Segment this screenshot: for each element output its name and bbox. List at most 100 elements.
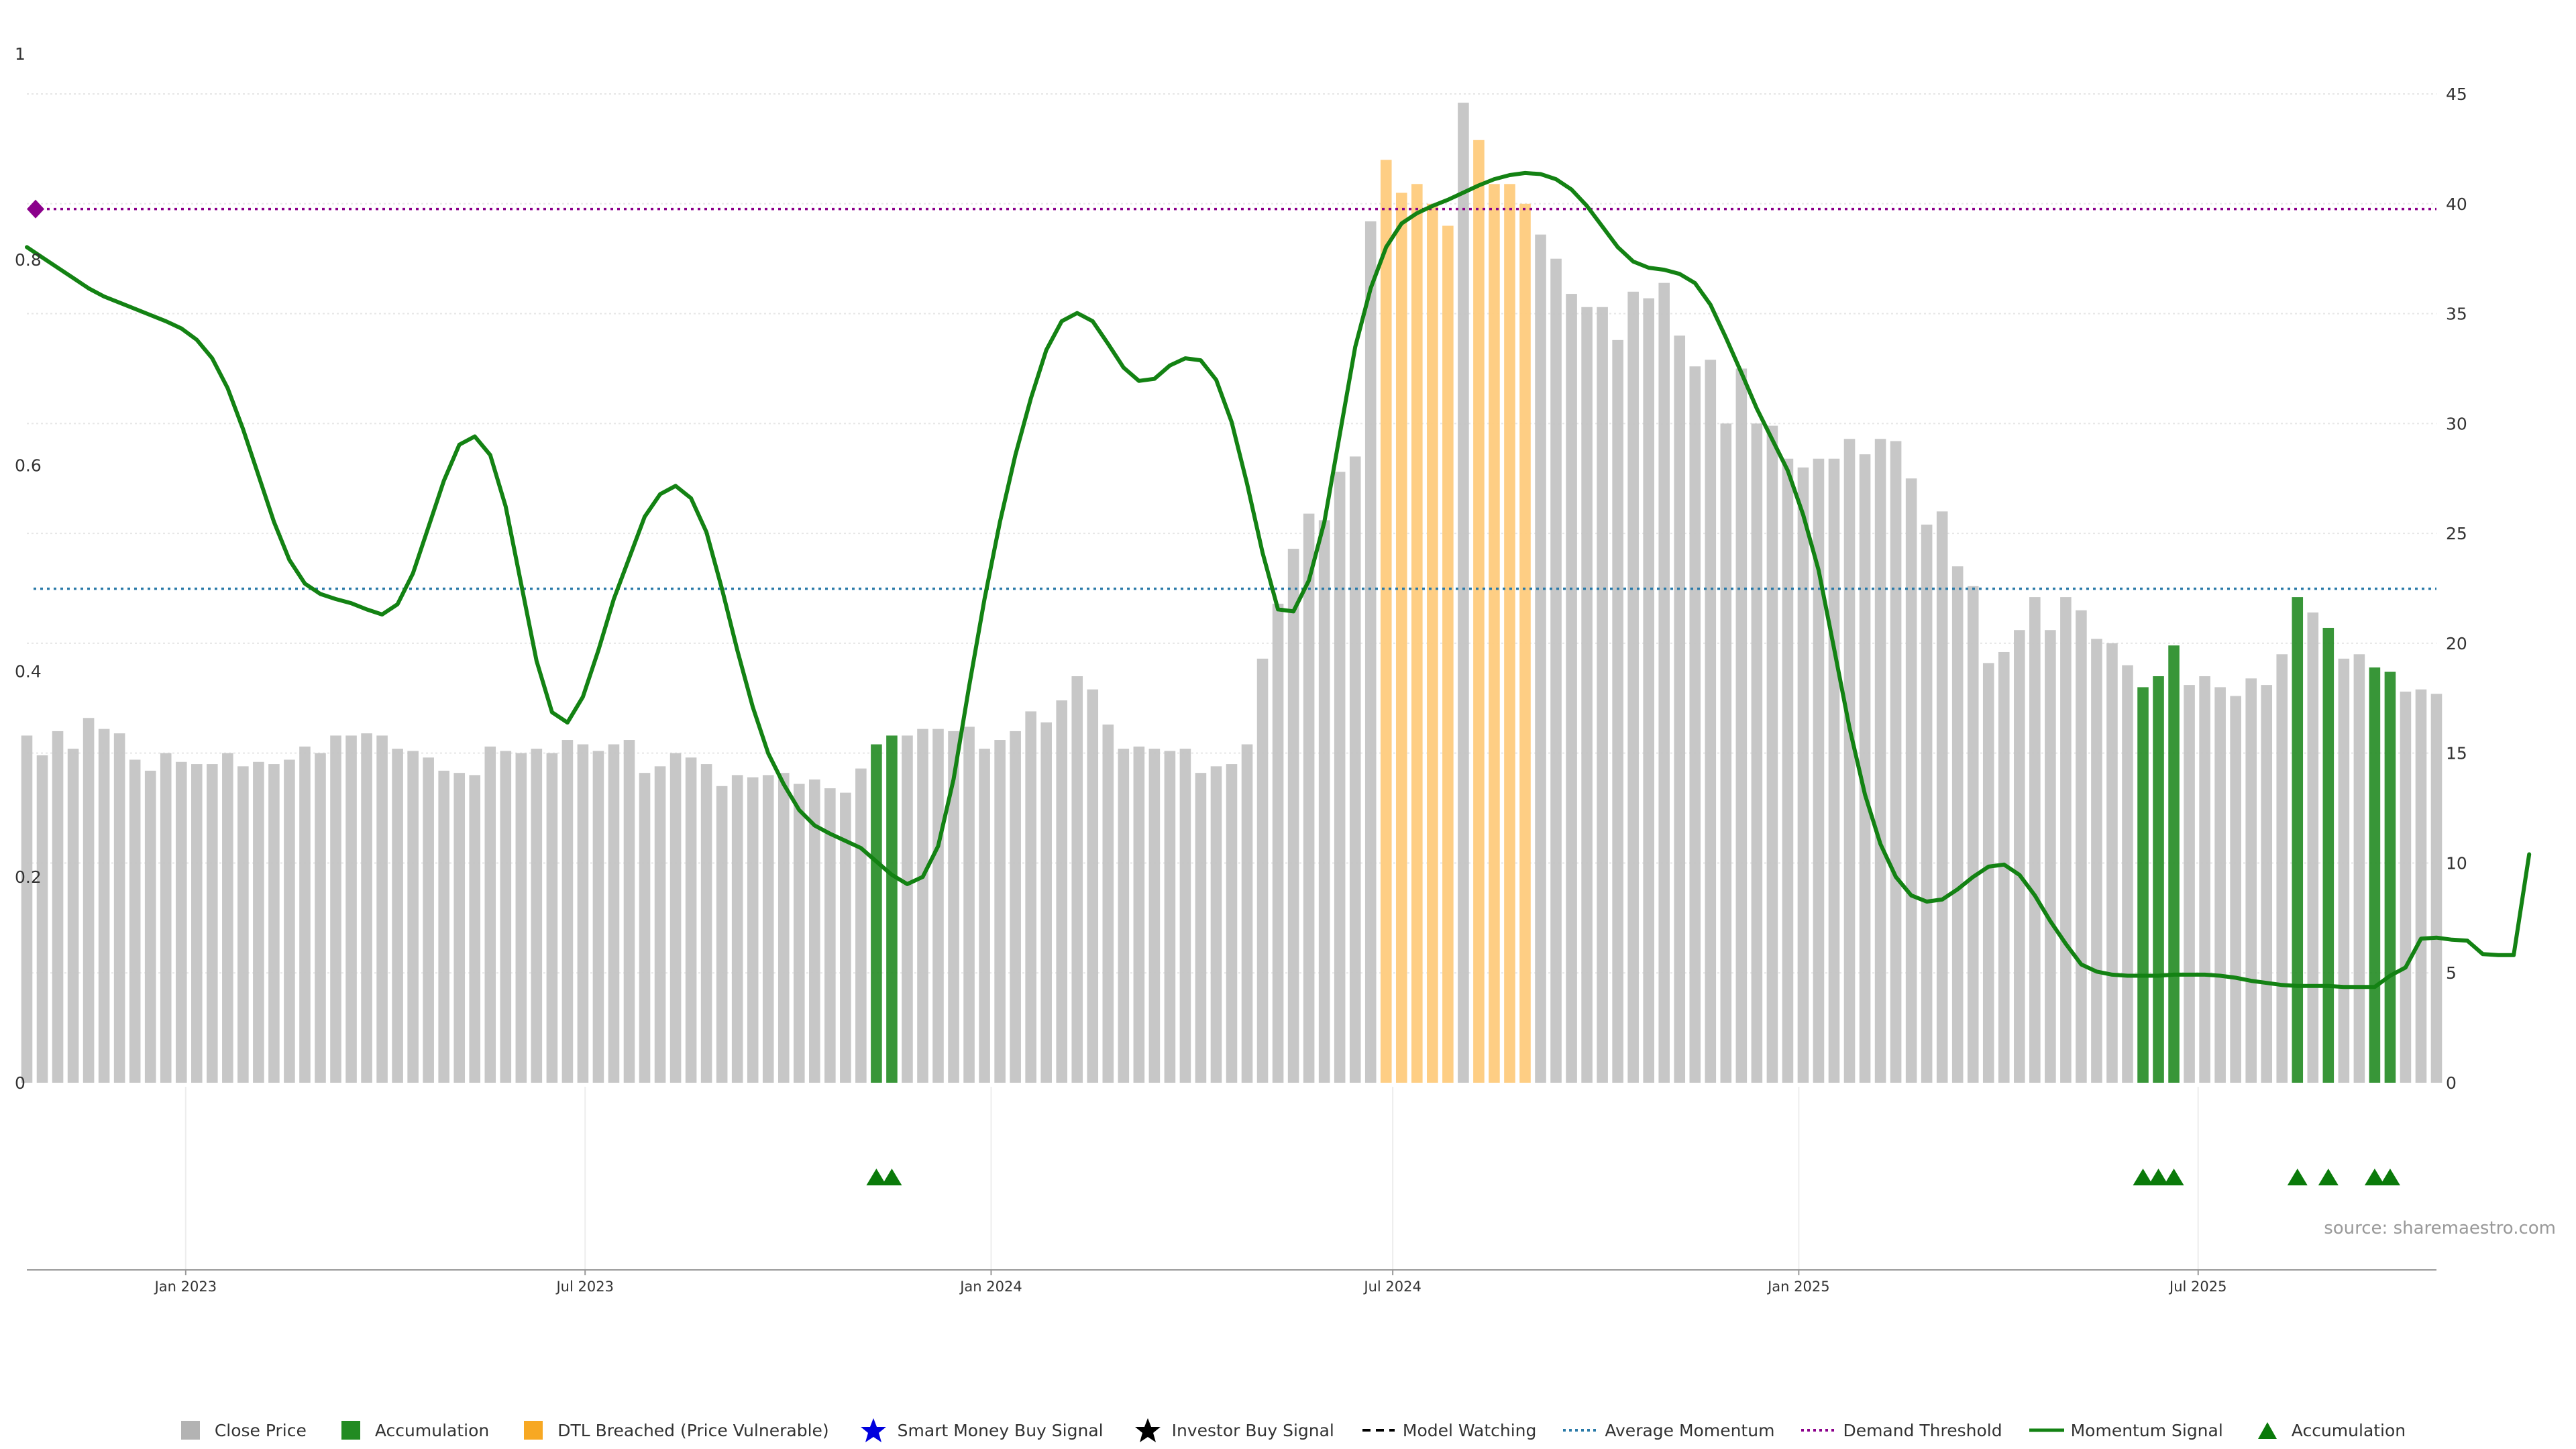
price-bar xyxy=(1982,663,1994,1083)
price-bar xyxy=(793,784,805,1083)
legend-item-close-price: Close Price xyxy=(170,1417,307,1444)
left-tick-label: 0.2 xyxy=(15,867,42,887)
right-tick-label: 10 xyxy=(2446,853,2467,873)
price-bar xyxy=(2122,665,2133,1083)
price-bar xyxy=(407,751,419,1083)
price-bar xyxy=(129,759,141,1083)
accumulation-bar xyxy=(2137,687,2149,1083)
price-bar xyxy=(2014,630,2025,1083)
price-bar xyxy=(113,733,125,1083)
left-tick-label: 1 xyxy=(15,44,25,64)
accumulation-markers xyxy=(866,1169,2400,1185)
investor-buy-legend-icon xyxy=(1128,1417,1168,1444)
x-tick-label: Jan 2024 xyxy=(959,1279,1022,1295)
right-tick-label: 5 xyxy=(2446,963,2457,983)
accumulation-bar xyxy=(886,735,898,1083)
price-bar xyxy=(500,751,512,1083)
price-bar xyxy=(623,740,635,1083)
accumulation-bar xyxy=(2153,676,2164,1083)
price-bar xyxy=(577,744,589,1083)
price-bar xyxy=(1813,458,1825,1083)
legend: Close Price Accumulation DTL Breached (Pri… xyxy=(0,1411,2576,1449)
legend-label: Demand Threshold xyxy=(1843,1420,2002,1440)
price-bar xyxy=(994,740,1006,1083)
price-bar xyxy=(207,764,218,1083)
price-bar xyxy=(1859,454,1871,1083)
legend-label: Model Watching xyxy=(1402,1420,1537,1440)
price-bar xyxy=(948,731,959,1083)
price-bar xyxy=(1349,456,1361,1083)
x-tick-label: Jan 2025 xyxy=(1766,1279,1830,1295)
price-bar xyxy=(1226,764,1238,1083)
model-watching-legend-icon xyxy=(1358,1417,1399,1444)
price-bar xyxy=(608,744,620,1083)
price-bar xyxy=(917,729,928,1083)
price-bar xyxy=(561,740,574,1083)
price-bar xyxy=(423,757,434,1083)
x-tick-label: Jul 2023 xyxy=(555,1279,613,1295)
price-bar xyxy=(1102,724,1114,1083)
dtl-bar xyxy=(1504,184,1515,1083)
price-bar xyxy=(1133,746,1145,1083)
price-bar xyxy=(546,753,558,1083)
grid xyxy=(27,93,2436,1270)
dtl-bar xyxy=(1519,203,1531,1083)
demand-threshold-legend-icon xyxy=(1799,1417,1839,1444)
legend-item-smart-money-buy: Smart Money Buy Signal xyxy=(853,1417,1104,1444)
price-bar xyxy=(2106,643,2118,1083)
price-bar xyxy=(469,775,481,1083)
price-bar xyxy=(1735,368,1748,1083)
dtl-breached-legend-icon xyxy=(513,1417,553,1444)
price-bar xyxy=(361,733,372,1083)
accumulation-marker xyxy=(2379,1169,2400,1185)
price-bar xyxy=(2199,676,2210,1083)
price-bar xyxy=(1627,291,1639,1083)
price-bar xyxy=(1689,366,1701,1083)
price-bar xyxy=(2276,654,2288,1083)
legend-label: Investor Buy Signal xyxy=(1171,1420,1334,1440)
price-bar xyxy=(1705,360,1717,1083)
legend-item-momentum-signal: Momentum Signal xyxy=(2027,1417,2223,1444)
price-bar xyxy=(1210,766,1222,1083)
price-bar xyxy=(1195,773,1207,1083)
accumulation-bar xyxy=(2168,645,2180,1083)
accumulation-bar xyxy=(2322,627,2334,1083)
price-bar xyxy=(1936,511,1948,1083)
price-bar xyxy=(1318,520,1330,1083)
legend-label: Accumulation xyxy=(374,1420,490,1440)
price-bar xyxy=(1797,467,1809,1083)
price-bar xyxy=(2307,612,2319,1083)
price-bar xyxy=(1458,103,1469,1083)
accumulation-marker xyxy=(2163,1169,2184,1185)
price-bar xyxy=(345,735,357,1083)
price-bar xyxy=(1674,335,1686,1083)
legend-label: Momentum Signal xyxy=(2070,1420,2223,1440)
price-bar xyxy=(639,773,651,1083)
price-bar xyxy=(1905,478,1917,1083)
price-bar xyxy=(2245,678,2257,1083)
price-bar xyxy=(1179,749,1191,1083)
price-bar xyxy=(484,746,496,1083)
dtl-bar xyxy=(1427,203,1438,1083)
price-bar xyxy=(1998,651,2010,1083)
price-bar xyxy=(284,759,295,1083)
price-bar xyxy=(237,766,249,1083)
right-tick-label: 20 xyxy=(2446,634,2467,653)
legend-item-dtl-breached: DTL Breached (Price Vulnerable) xyxy=(513,1417,829,1444)
price-bar xyxy=(1751,423,1763,1083)
price-bar xyxy=(669,753,682,1083)
price-bar xyxy=(1874,439,1886,1083)
dtl-bar xyxy=(1442,225,1454,1083)
price-bar xyxy=(515,753,527,1083)
smart-money-buy-legend-icon xyxy=(853,1417,894,1444)
accumulation-bar xyxy=(2384,672,2396,1083)
price-bar xyxy=(1643,298,1654,1083)
price-bar xyxy=(1581,307,1593,1083)
accumulation-marker-legend-icon xyxy=(2247,1417,2288,1444)
price-bar xyxy=(902,735,913,1083)
price-bar xyxy=(2076,610,2087,1083)
price-bar xyxy=(98,729,110,1083)
price-bar xyxy=(2029,597,2041,1083)
